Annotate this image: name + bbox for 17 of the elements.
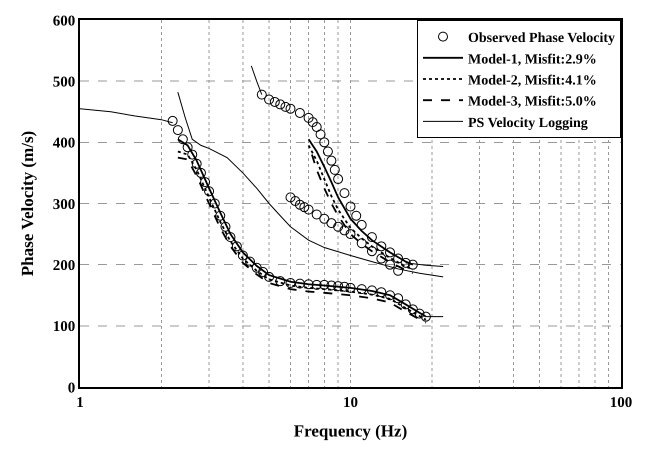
x-tick-label: 100 [610, 394, 632, 411]
legend-label: Observed Phase Velocity [468, 31, 615, 46]
legend-label: Model-3, Misfit:5.0% [468, 94, 597, 110]
x-tick-label: 1 [76, 394, 84, 411]
y-axis-title: Phase Velocity (m/s) [18, 130, 37, 276]
y-tick-label: 100 [52, 319, 76, 336]
y-tick-label: 400 [52, 136, 76, 152]
x-tick-label: 10 [343, 394, 358, 411]
legend-label: Model-2, Misfit:4.1% [468, 73, 597, 88]
y-tick-label: 600 [52, 13, 76, 30]
y-tick-label: 500 [52, 74, 76, 90]
y-tick-label: 300 [52, 196, 76, 213]
y-tick-label: 200 [52, 258, 76, 274]
x-axis-title: Frequency (Hz) [294, 422, 408, 441]
legend-label: PS Velocity Logging [468, 116, 588, 131]
y-tick-label: 0 [68, 380, 76, 396]
legend-label: Model-1, Misfit:2.9% [468, 52, 597, 68]
